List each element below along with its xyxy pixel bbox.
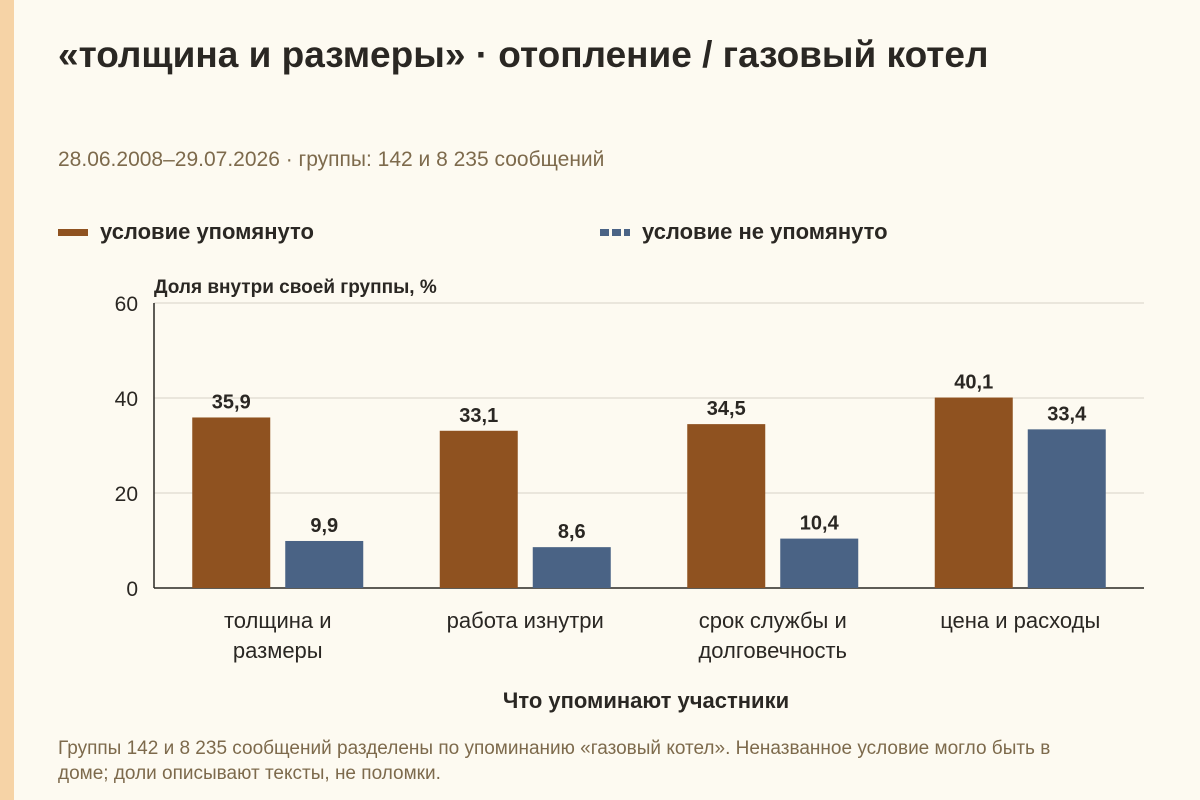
chart-subtitle: 28.06.2008–29.07.2026 · группы: 142 и 8 … (58, 148, 605, 171)
data-label: 33,4 (1047, 403, 1087, 425)
y-tick-label: 20 (115, 483, 138, 506)
legend-swatch-not-mentioned (600, 228, 630, 236)
data-label: 35,9 (212, 391, 251, 413)
bar-not-mentioned (780, 538, 859, 588)
legend-swatch-mentioned (58, 228, 88, 236)
footnote: Группы 142 и 8 235 сообщений разделены п… (58, 738, 1051, 784)
bar-not-mentioned (532, 547, 611, 588)
bar-mentioned (192, 417, 271, 588)
x-axis-label: Что упоминают участники (503, 688, 789, 713)
chart-title: «толщина и размеры» · отопление / газовы… (58, 34, 989, 75)
legend-item-mentioned: условие упомянуто (58, 219, 314, 245)
bar-not-mentioned (285, 540, 364, 588)
x-tick-label: работа изнутри (447, 608, 604, 633)
x-tick-label: срок службы и (699, 608, 847, 633)
legend-label-not-mentioned: условие не упомянуто (642, 219, 888, 244)
data-label: 10,4 (800, 513, 840, 535)
bar-chart: 0 20 40 60 Доля внутри своей группы, % 35,9 9,… (115, 277, 1144, 713)
accent-strip (0, 0, 14, 800)
data-label: 34,5 (707, 398, 746, 420)
y-axis-label: Доля внутри своей группы, % (154, 277, 437, 298)
x-tick-label: размеры (233, 638, 323, 663)
y-tick-label: 60 (115, 293, 138, 316)
data-label: 33,1 (459, 405, 498, 427)
legend-label-mentioned: условие упомянуто (100, 219, 314, 244)
legend-item-not-mentioned: условие не упомянуто (600, 219, 888, 245)
bar-mentioned (687, 424, 766, 588)
y-tick-label: 40 (115, 388, 138, 411)
data-label: 9,9 (310, 515, 338, 537)
data-label: 8,6 (558, 521, 586, 543)
x-tick-label: цена и расходы (940, 608, 1100, 633)
bar-mentioned (934, 397, 1013, 588)
x-tick-label: толщина и (224, 608, 332, 633)
y-tick-label: 0 (126, 578, 138, 601)
x-tick-label: долговечность (698, 638, 847, 663)
bar-not-mentioned (1027, 429, 1106, 588)
bar-mentioned (439, 430, 518, 588)
data-label: 40,1 (954, 372, 993, 394)
